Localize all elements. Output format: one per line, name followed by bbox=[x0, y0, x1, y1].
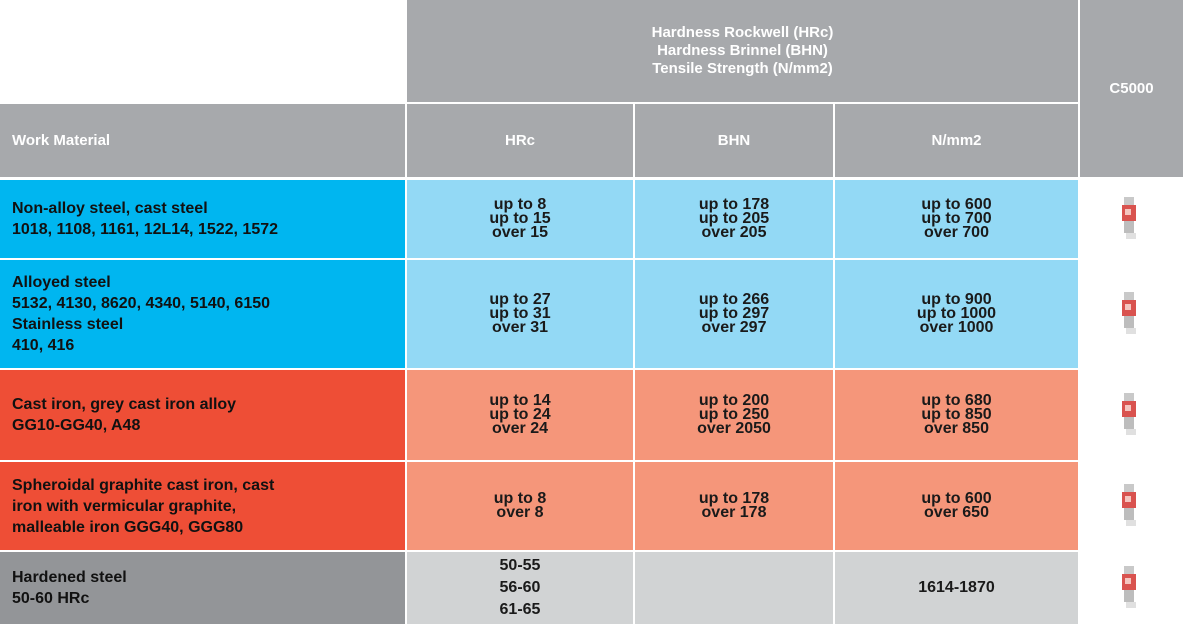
nmm2-line: up to 680 bbox=[921, 392, 992, 409]
nmm2-line: up to 1000 bbox=[916, 305, 997, 322]
hrc-value: 50-55 56-60 61-65 bbox=[407, 552, 633, 624]
hrc-line: over 31 bbox=[491, 319, 549, 336]
hrc-value: up to 8 up to 15 over 15 bbox=[407, 180, 633, 258]
bhn-line: up to 178 bbox=[698, 196, 770, 213]
bhn-line: up to 250 bbox=[698, 406, 770, 423]
hrc-line: up to 8 bbox=[493, 490, 547, 507]
nmm2-value: up to 900 up to 1000 over 1000 bbox=[835, 260, 1078, 368]
hrc-line: 56-60 bbox=[499, 579, 541, 596]
bhn-line: over 297 bbox=[701, 319, 767, 336]
tool-icon-svg bbox=[1122, 197, 1136, 239]
material-line: iron with vermicular graphite, bbox=[12, 497, 237, 515]
material: Hardened steel 50-60 HRc bbox=[0, 552, 405, 624]
column-header: BHN bbox=[635, 104, 833, 177]
nmm2-line: 1614-1870 bbox=[918, 579, 995, 596]
column-header: N/mm2 bbox=[835, 104, 1078, 177]
tool-icon-svg bbox=[1122, 393, 1136, 435]
tool-icon bbox=[1120, 197, 1138, 241]
bhn-line: up to 297 bbox=[698, 305, 770, 322]
bhn-value: up to 266 up to 297 over 297 bbox=[635, 260, 833, 368]
material-line: Non-alloy steel, cast steel bbox=[12, 200, 208, 217]
hrc-line: up to 31 bbox=[489, 305, 551, 322]
material-line: Spheroidal graphite cast iron, cast bbox=[12, 476, 275, 494]
bhn-line: over 205 bbox=[701, 224, 767, 241]
material: Spheroidal graphite cast iron, cast iron … bbox=[0, 462, 405, 550]
hrc-line: up to 8 bbox=[493, 196, 547, 213]
hrc-value: up to 27 up to 31 over 31 bbox=[407, 260, 633, 368]
nmm2-line: up to 900 bbox=[921, 291, 992, 308]
material-line: GG10-GG40, A48 bbox=[12, 417, 141, 434]
tool-icon-svg bbox=[1122, 566, 1136, 608]
hrc-value: up to 8 over 8 bbox=[407, 462, 633, 550]
bhn-value: up to 178 up to 205 over 205 bbox=[635, 180, 833, 258]
tool-icon-svg bbox=[1122, 484, 1136, 526]
bhn-line: over 178 bbox=[701, 504, 767, 521]
material-line: 1018, 1108, 1161, 12L14, 1522, 1572 bbox=[12, 221, 279, 238]
nmm2-line: up to 850 bbox=[921, 406, 992, 423]
group-header-line: Tensile Strength (N/mm2) bbox=[652, 60, 833, 77]
tool-icon bbox=[1120, 566, 1138, 610]
nmm2-line: up to 600 bbox=[921, 196, 992, 213]
hrc-line: 50-55 bbox=[499, 557, 541, 574]
group-header-line: Hardness Rockwell (HRc) bbox=[651, 24, 834, 41]
group-header-line: Hardness Brinnel (BHN) bbox=[657, 42, 828, 59]
material-line: Stainless steel bbox=[12, 316, 124, 333]
column-header: HRc bbox=[407, 104, 633, 177]
hrc-line: up to 27 bbox=[489, 291, 551, 308]
nmm2-value: up to 600 up to 700 over 700 bbox=[835, 180, 1078, 258]
hrc-line: up to 24 bbox=[489, 406, 551, 423]
nmm2-line: up to 600 bbox=[921, 490, 992, 507]
material-line: Cast iron, grey cast iron alloy bbox=[12, 396, 237, 413]
bhn-value: up to 178 over 178 bbox=[635, 462, 833, 550]
material-line: 410, 416 bbox=[12, 337, 75, 354]
nmm2-value: 1614-1870 bbox=[835, 552, 1078, 624]
hrc-line: over 15 bbox=[491, 224, 549, 241]
hrc-line: up to 14 bbox=[489, 392, 551, 409]
hrc-value: up to 14 up to 24 over 24 bbox=[407, 370, 633, 460]
hrc-line: up to 15 bbox=[489, 210, 551, 227]
material-line: Hardened steel bbox=[12, 569, 127, 586]
nmm2-line: up to 700 bbox=[921, 210, 992, 227]
tool-icon bbox=[1120, 484, 1138, 528]
material-line: Alloyed steel bbox=[12, 274, 111, 291]
material: Cast iron, grey cast iron alloy GG10-GG40… bbox=[0, 370, 405, 460]
bhn-line: up to 200 bbox=[698, 392, 770, 409]
nmm2-line: over 1000 bbox=[919, 319, 994, 336]
material: Non-alloy steel, cast steel 1018, 1108, 1… bbox=[0, 180, 405, 258]
material: Alloyed steel 5132, 4130, 8620, 4340, 514… bbox=[0, 260, 405, 368]
bhn-value bbox=[635, 552, 833, 624]
hrc-line: over 24 bbox=[491, 420, 549, 437]
group-header: Hardness Rockwell (HRc) Hardness Brinnel … bbox=[407, 0, 1078, 102]
nmm2-line: over 650 bbox=[924, 504, 989, 521]
material-line: 50-60 HRc bbox=[12, 590, 90, 607]
nmm2-value: up to 600 over 650 bbox=[835, 462, 1078, 550]
hrc-line: over 8 bbox=[496, 504, 544, 521]
bhn-line: up to 266 bbox=[698, 291, 770, 308]
bhn-value: up to 200 up to 250 over 2050 bbox=[635, 370, 833, 460]
nmm2-line: over 850 bbox=[924, 420, 989, 437]
bhn-line: up to 178 bbox=[698, 490, 770, 507]
hrc-line: 61-65 bbox=[499, 601, 541, 618]
column-header: C5000 bbox=[1080, 0, 1183, 177]
material-line: 5132, 4130, 8620, 4340, 5140, 6150 bbox=[12, 295, 271, 312]
bhn-line: up to 205 bbox=[698, 210, 770, 227]
tool-icon bbox=[1120, 292, 1138, 336]
nmm2-value: up to 680 up to 850 over 850 bbox=[835, 370, 1078, 460]
nmm2-line: over 700 bbox=[924, 224, 989, 241]
tool-icon-svg bbox=[1122, 292, 1136, 334]
material-line: malleable iron GGG40, GGG80 bbox=[12, 518, 244, 536]
bhn-line: over 2050 bbox=[697, 420, 771, 437]
tool-icon bbox=[1120, 393, 1138, 437]
column-header: Work Material bbox=[0, 104, 405, 177]
